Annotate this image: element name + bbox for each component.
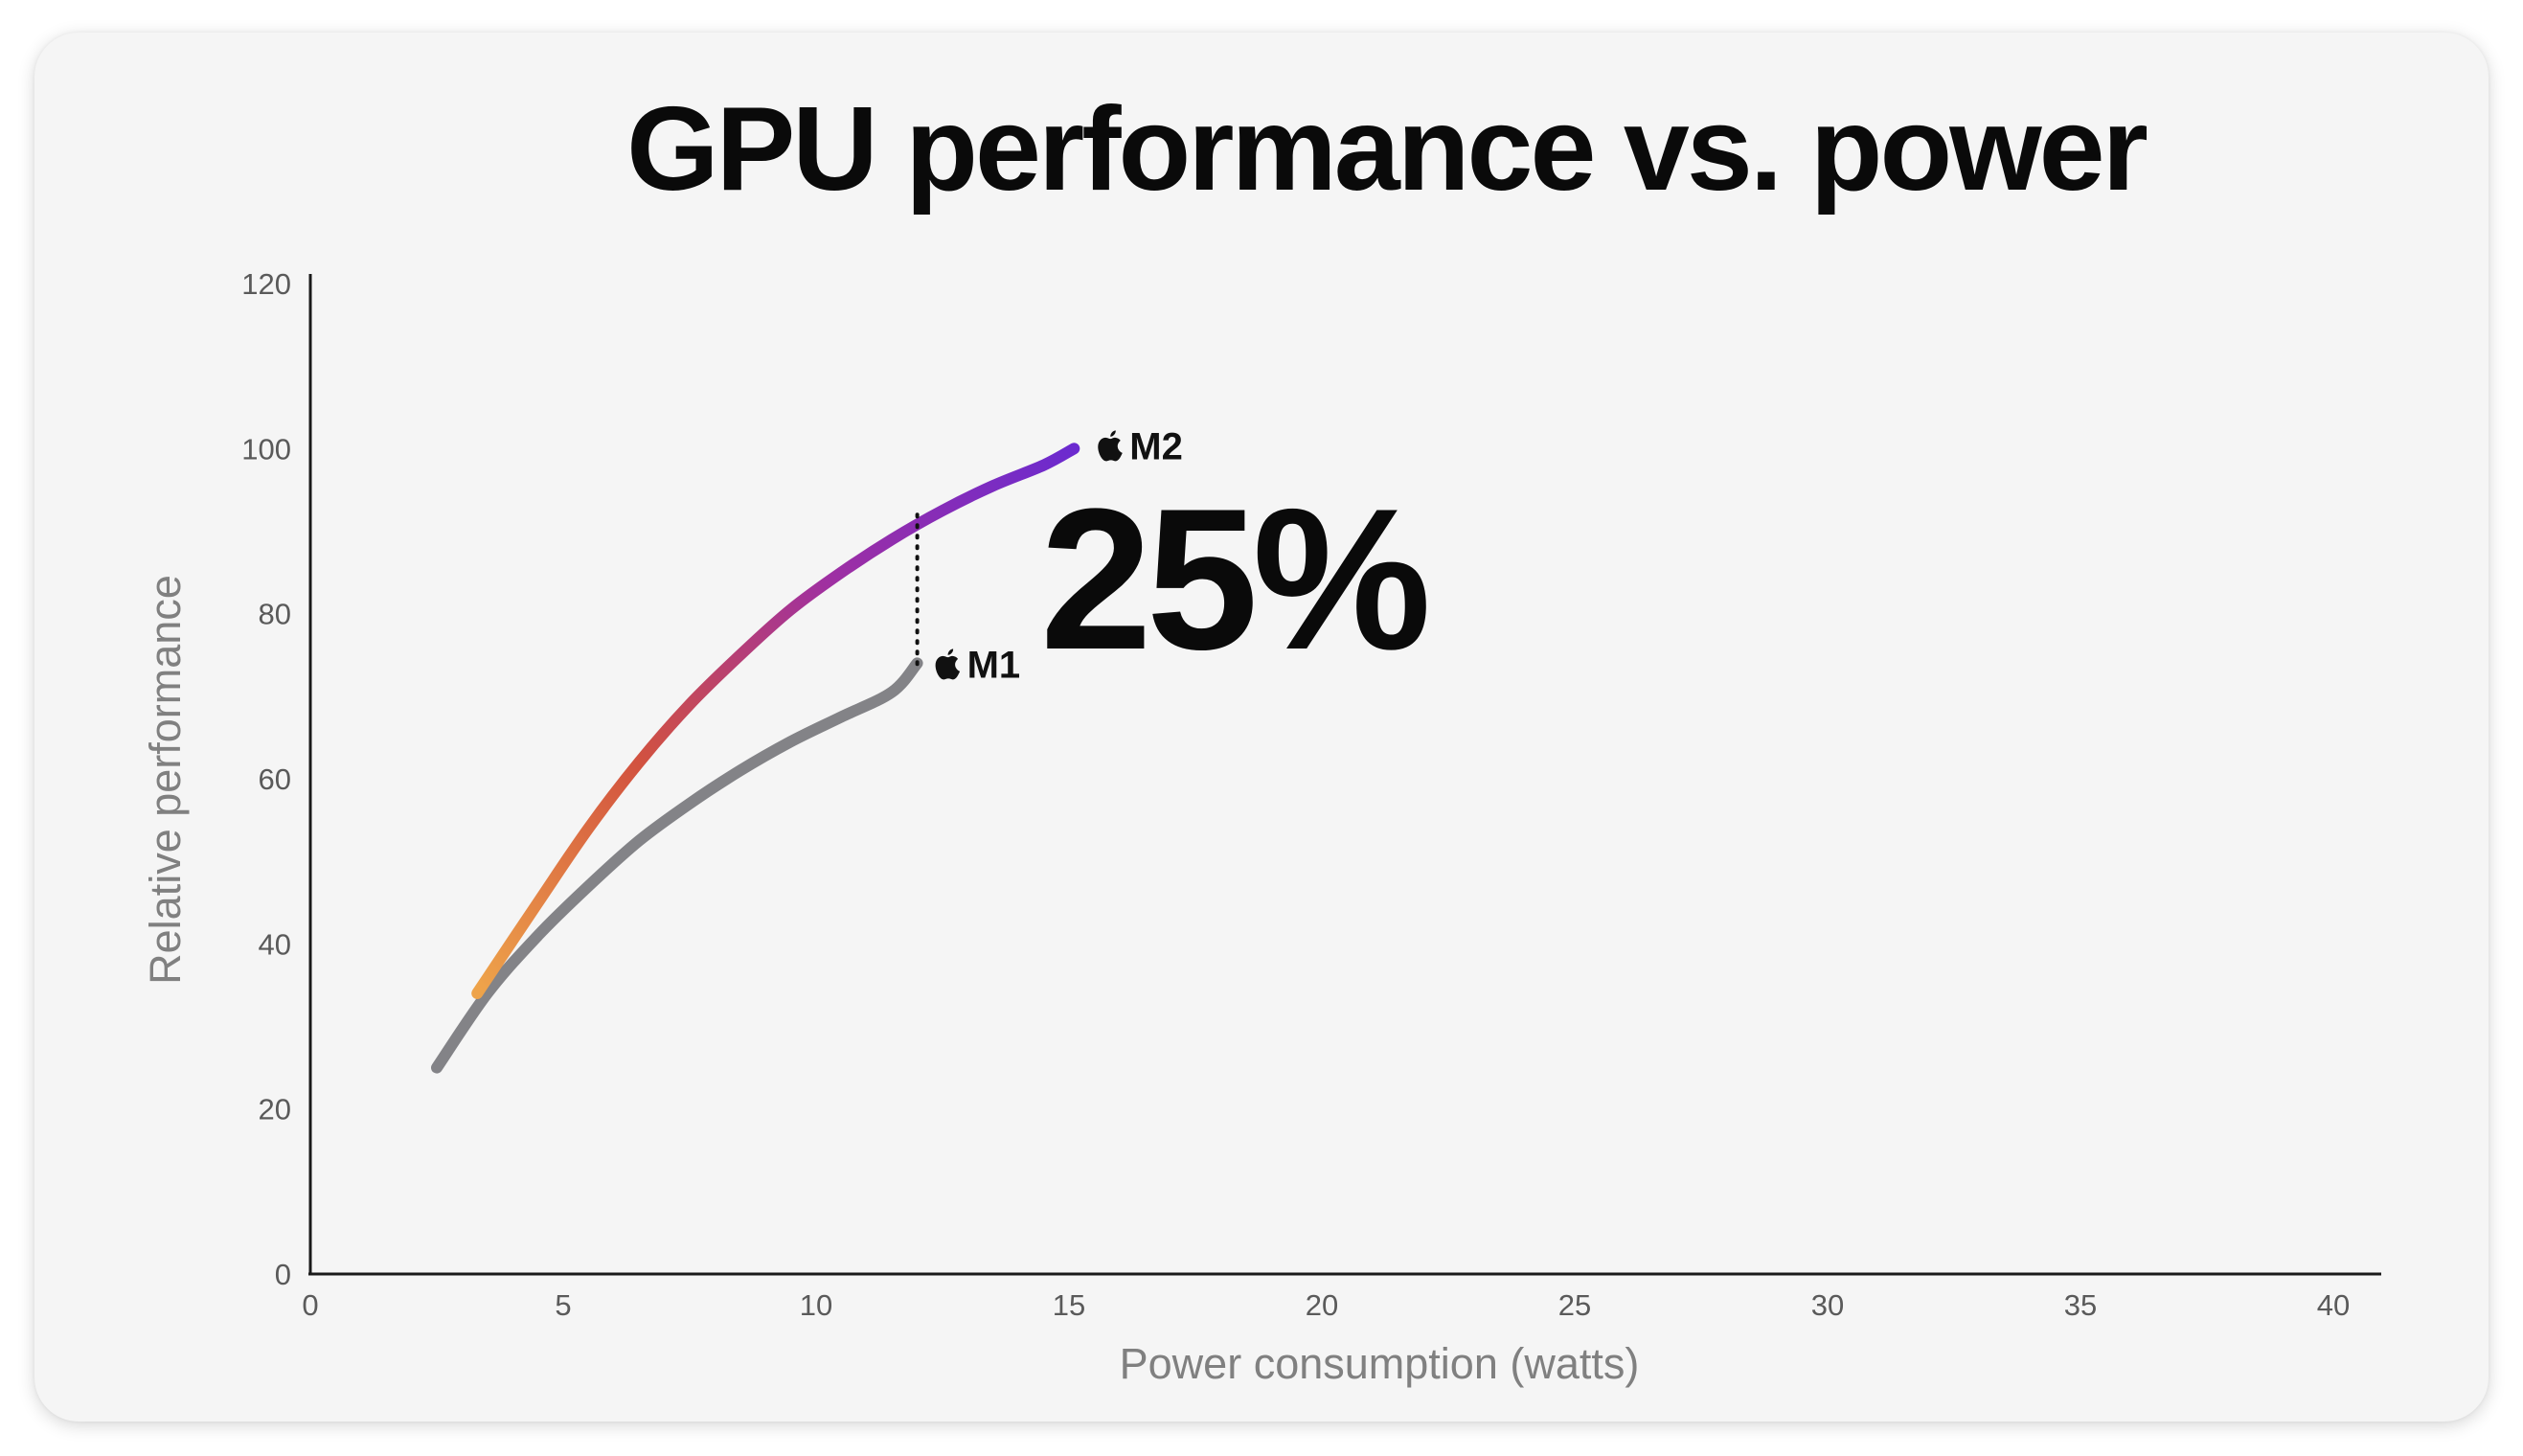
apple-logo-icon — [1098, 430, 1123, 462]
x-tick-label: 15 — [1053, 1288, 1085, 1322]
series-line-m1 — [431, 657, 923, 1074]
y-tick-label: 60 — [259, 762, 291, 796]
x-tick-label: 5 — [555, 1288, 571, 1322]
gpu-performance-chart: 0 5 10 15 20 25 30 35 40 0 20 40 60 80 100 120 Power con… — [141, 267, 2381, 1388]
y-tick-label: 80 — [259, 598, 291, 631]
y-tick-label: 120 — [241, 267, 291, 301]
y-axis-title: Relative performance — [141, 575, 190, 985]
series-name-label: M2 — [1129, 425, 1183, 467]
y-tick-label: 20 — [259, 1093, 291, 1126]
chart-card: GPU performance vs. power 0 5 10 15 20 25 30 35… — [34, 33, 2489, 1422]
y-tick-label: 0 — [275, 1258, 291, 1291]
y-tick-label: 40 — [259, 927, 291, 961]
x-tick-label: 30 — [1811, 1288, 1844, 1322]
x-axis-title: Power consumption (watts) — [1120, 1339, 1640, 1388]
x-tick-label: 0 — [302, 1288, 318, 1322]
series-name-label: M1 — [967, 644, 1021, 686]
series-label-m2: M2 — [1098, 425, 1183, 467]
apple-logo-icon — [935, 648, 961, 680]
performance-gain-annotation: 25% — [1040, 466, 1427, 692]
series-line-m2 — [471, 443, 1080, 999]
x-tick-label: 20 — [1306, 1288, 1338, 1322]
x-tick-label: 10 — [800, 1288, 832, 1322]
x-tick-label: 25 — [1558, 1288, 1591, 1322]
series-label-m1: M1 — [935, 644, 1021, 686]
y-tick-label: 100 — [241, 432, 291, 466]
x-tick-label: 35 — [2064, 1288, 2097, 1322]
chart-title: GPU performance vs. power — [626, 83, 2148, 216]
x-tick-label: 40 — [2317, 1288, 2350, 1322]
